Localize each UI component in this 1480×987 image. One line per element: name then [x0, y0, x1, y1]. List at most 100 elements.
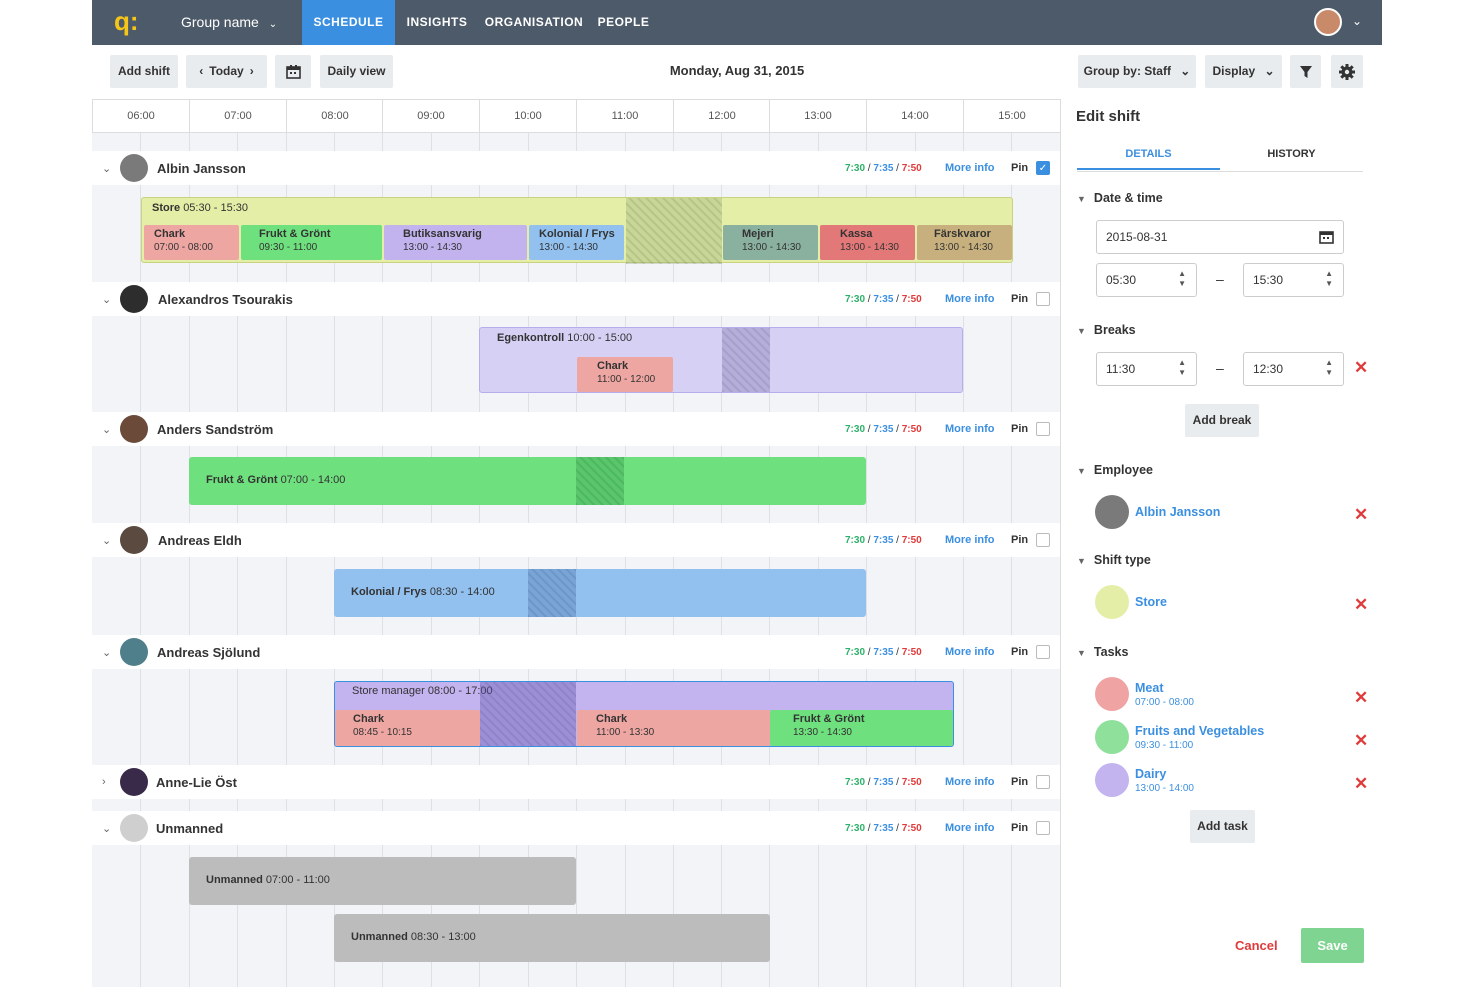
collapse-chevron-icon[interactable]: ⌄	[102, 424, 112, 436]
shift-bar[interactable]: Unmanned 08:30 - 13:00	[334, 914, 770, 962]
pin-checkbox[interactable]	[1036, 533, 1050, 547]
shift-bar[interactable]: Kolonial / Frys 08:30 - 14:00	[334, 569, 866, 617]
pin-checkbox[interactable]	[1036, 775, 1050, 789]
break-end-field[interactable]: 12:30 ▲ ▼	[1243, 352, 1344, 386]
more-info-link[interactable]: More info	[945, 646, 995, 658]
shift-bar[interactable]: Store manager 08:00 - 17:00 Chark 08:45 -…	[334, 681, 954, 747]
cancel-button[interactable]: Cancel	[1235, 938, 1278, 953]
row-header[interactable]: ⌄ Albin Jansson 7:30 / 7:35 / 7:50 More …	[92, 151, 1060, 185]
row-header[interactable]: ⌄ Andreas Sjölund 7:30 / 7:35 / 7:50 Mor…	[92, 635, 1060, 669]
hour-label: 10:00	[479, 100, 576, 133]
more-info-link[interactable]: More info	[945, 534, 995, 546]
today-nav[interactable]: ‹ Today ›	[186, 55, 267, 88]
task-block[interactable]: Frukt & Grönt 13:30 - 14:30	[770, 710, 953, 746]
tab-people[interactable]: PEOPLE	[597, 15, 650, 29]
shift-bar[interactable]: Unmanned 07:00 - 11:00	[189, 857, 576, 905]
pin-checkbox[interactable]	[1036, 821, 1050, 835]
more-info-link[interactable]: More info	[945, 162, 995, 174]
shift-bar[interactable]: Frukt & Grönt 07:00 - 14:00	[189, 457, 866, 505]
start-time-field[interactable]: 05:30 ▲ ▼	[1096, 263, 1197, 297]
shift-type-link[interactable]: Store	[1135, 595, 1167, 609]
collapse-chevron-icon[interactable]: ⌄	[102, 163, 112, 175]
task-block[interactable]: Kassa 13:00 - 14:30	[820, 225, 915, 260]
pin-checkbox[interactable]	[1036, 422, 1050, 436]
add-break-button[interactable]: Add break	[1185, 404, 1259, 437]
section-tasks[interactable]: ▼ Tasks	[1077, 645, 1128, 659]
task-block[interactable]: Butiksansvarig 13:00 - 14:30	[384, 225, 527, 260]
pin-checkbox[interactable]	[1036, 645, 1050, 659]
more-info-link[interactable]: More info	[945, 293, 995, 305]
break-start-field[interactable]: 11:30 ▲ ▼	[1096, 352, 1197, 386]
tab-details[interactable]: DETAILS	[1077, 148, 1220, 170]
task-block[interactable]: Kolonial / Frys 13:00 - 14:30	[529, 225, 624, 260]
shift-bar[interactable]: Egenkontroll 10:00 - 15:00 Chark 11:00 - …	[479, 327, 963, 393]
task-time: 13:00 - 14:30	[742, 242, 801, 253]
task-link[interactable]: Fruits and Vegetables	[1135, 724, 1265, 738]
section-shift-type[interactable]: ▼ Shift type	[1077, 553, 1151, 567]
stepper-icon[interactable]: ▲ ▼	[1178, 269, 1186, 288]
more-info-link[interactable]: More info	[945, 822, 995, 834]
daily-view-button[interactable]: Daily view	[320, 55, 393, 88]
task-link[interactable]: Meat	[1135, 681, 1164, 695]
display-dropdown[interactable]: Display ⌄	[1205, 55, 1282, 88]
employee-link[interactable]: Albin Jansson	[1135, 505, 1221, 519]
calendar-icon[interactable]	[1319, 230, 1334, 244]
row-header[interactable]: ⌄ Unmanned 7:30 / 7:35 / 7:50 More info …	[92, 811, 1060, 845]
chevron-right-icon[interactable]: ›	[249, 64, 254, 78]
tab-insights[interactable]: INSIGHTS	[406, 15, 468, 29]
filter-button[interactable]	[1290, 55, 1321, 88]
task-block[interactable]: Chark 11:00 - 13:30	[577, 710, 770, 746]
logo[interactable]: q:	[114, 6, 139, 36]
stepper-icon[interactable]: ▲ ▼	[1325, 358, 1333, 377]
task-block[interactable]: Chark 11:00 - 12:00	[577, 357, 673, 392]
row-header[interactable]: › Anne-Lie Öst 7:30 / 7:35 / 7:50 More i…	[92, 765, 1060, 799]
task-block[interactable]: Frukt & Grönt 09:30 - 11:00	[241, 225, 382, 260]
row-header[interactable]: ⌄ Anders Sandström 7:30 / 7:35 / 7:50 Mo…	[92, 412, 1060, 446]
chevron-left-icon[interactable]: ‹	[199, 64, 204, 78]
settings-button[interactable]	[1331, 55, 1363, 88]
more-info-link[interactable]: More info	[945, 776, 995, 788]
remove-employee-icon[interactable]: ✕	[1354, 505, 1369, 524]
section-breaks[interactable]: ▼ Breaks	[1077, 323, 1136, 337]
more-info-link[interactable]: More info	[945, 423, 995, 435]
group-selector[interactable]: Group name ⌄	[181, 14, 277, 30]
collapse-chevron-icon[interactable]: ⌄	[102, 647, 112, 659]
tab-schedule[interactable]: SCHEDULE	[302, 0, 395, 45]
task-block[interactable]: Färskvaror 13:00 - 14:30	[917, 225, 1012, 260]
task-block[interactable]: Chark 07:00 - 08:00	[144, 225, 239, 260]
section-employee[interactable]: ▼ Employee	[1077, 463, 1153, 477]
group-by-dropdown[interactable]: Group by: Staff ⌄	[1078, 55, 1196, 88]
task-block[interactable]: Mejeri 13:00 - 14:30	[723, 225, 818, 260]
calendar-button[interactable]	[275, 55, 311, 88]
pin-checkbox[interactable]	[1036, 292, 1050, 306]
shift-bar[interactable]: Store 05:30 - 15:30 Chark 07:00 - 08:00 F…	[141, 197, 1013, 264]
pin-checkbox[interactable]: ✓	[1036, 161, 1050, 175]
stepper-icon[interactable]: ▲ ▼	[1325, 269, 1333, 288]
remove-shift-type-icon[interactable]: ✕	[1354, 595, 1369, 614]
stepper-icon[interactable]: ▲ ▼	[1178, 358, 1186, 377]
end-time-field[interactable]: 15:30 ▲ ▼	[1243, 263, 1344, 297]
task-block[interactable]: Chark 08:45 - 10:15	[335, 710, 480, 746]
row-header[interactable]: ⌄ Andreas Eldh 7:30 / 7:35 / 7:50 More i…	[92, 523, 1060, 557]
tab-organisation[interactable]: ORGANISATION	[484, 15, 584, 29]
expand-chevron-icon[interactable]: ›	[102, 776, 106, 788]
remove-task-icon[interactable]: ✕	[1354, 688, 1369, 707]
add-task-button[interactable]: Add task	[1190, 810, 1255, 843]
date-field[interactable]: 2015-08-31	[1096, 220, 1344, 254]
user-avatar[interactable]	[1314, 8, 1342, 36]
row-header[interactable]: ⌄ Alexandros Tsourakis 7:30 / 7:35 / 7:5…	[92, 282, 1060, 316]
remove-task-icon[interactable]: ✕	[1354, 731, 1369, 750]
collapse-chevron-icon[interactable]: ⌄	[102, 535, 112, 547]
section-date-time[interactable]: ▼ Date & time	[1077, 191, 1163, 205]
collapse-chevron-icon[interactable]: ⌄	[102, 823, 112, 835]
collapse-chevron-icon[interactable]: ⌄	[102, 294, 112, 306]
remove-break-icon[interactable]: ✕	[1354, 358, 1369, 377]
save-button[interactable]: Save	[1301, 928, 1364, 963]
remove-task-icon[interactable]: ✕	[1354, 774, 1369, 793]
today-button[interactable]: Today	[209, 64, 244, 78]
timeline: 06:00 07:00 08:00 09:00 10:00 11:00 12:0…	[92, 99, 1060, 987]
task-link[interactable]: Dairy	[1135, 767, 1167, 781]
add-shift-button[interactable]: Add shift	[110, 55, 178, 88]
chevron-down-icon[interactable]: ⌄	[1352, 14, 1363, 28]
tab-history[interactable]: HISTORY	[1267, 148, 1316, 160]
